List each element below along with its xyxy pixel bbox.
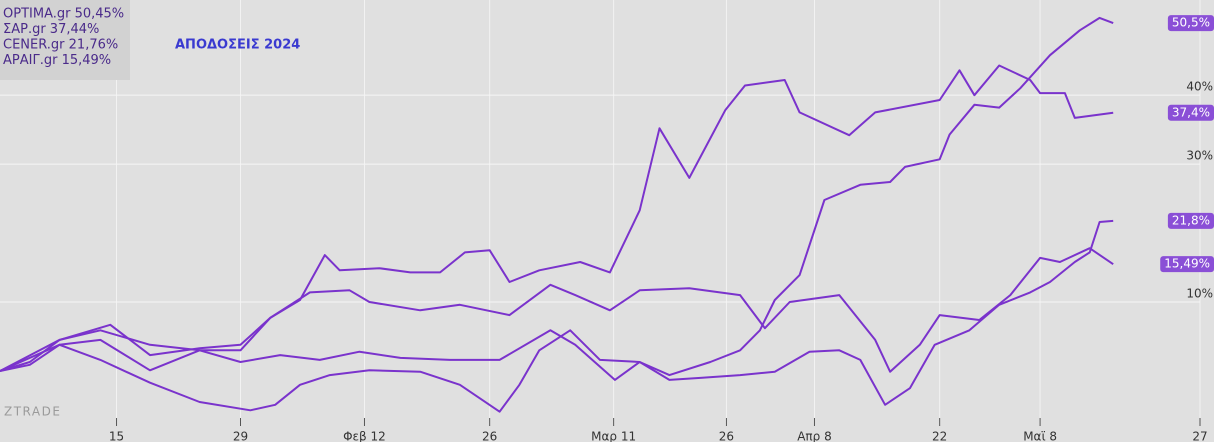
legend-box bbox=[0, 0, 130, 80]
end-label: 50,5% bbox=[1172, 16, 1210, 30]
series-line bbox=[0, 16, 1114, 381]
x-tick-label: 29 bbox=[233, 430, 248, 442]
end-label-box bbox=[1167, 15, 1214, 32]
lines bbox=[0, 16, 1114, 413]
y-tick-label: 10% bbox=[1186, 287, 1213, 301]
series-line bbox=[0, 219, 1114, 413]
end-label-box bbox=[1167, 104, 1214, 121]
legend-entry: CENER.gr 21,76% bbox=[3, 38, 118, 53]
x-tick-label: Μαϊ 8 bbox=[1023, 430, 1057, 442]
x-tick-label: Μαρ 11 bbox=[591, 430, 636, 442]
x-tick-label: 15 bbox=[109, 430, 124, 442]
end-label: 15,49% bbox=[1164, 257, 1210, 271]
series-line bbox=[0, 64, 1114, 372]
end-label: 37,4% bbox=[1172, 105, 1210, 119]
legend-entry: OPTIMA.gr 50,45% bbox=[3, 7, 124, 22]
chart-title: ΑΠΟΔΟΣΕΙΣ 2024 bbox=[175, 38, 300, 53]
x-tick-label: 26 bbox=[482, 430, 497, 442]
x-tick-label: Απρ 8 bbox=[797, 430, 832, 442]
x-tick-label: 22 bbox=[932, 430, 947, 442]
end-label-box bbox=[1167, 212, 1214, 229]
y-tick-label: 30% bbox=[1186, 149, 1213, 163]
end-label-box bbox=[1160, 256, 1214, 273]
legend-entry: ΑΡΑΙΓ.gr 15,49% bbox=[3, 53, 111, 68]
labels: 15 29 Φεβ 12 26 Μαρ 11 26 Απρ 8 22 Μαϊ 8 27 10% 30%… bbox=[109, 15, 1214, 442]
x-tick-label: Φεβ 12 bbox=[343, 430, 386, 442]
end-label: 21,8% bbox=[1172, 213, 1210, 227]
x-tick-label: 27 bbox=[1192, 430, 1207, 442]
x-tick-label: 26 bbox=[719, 430, 734, 442]
legend: OPTIMA.gr 50,45%ΣΑΡ.gr 37,44%CENER.gr 21… bbox=[3, 7, 124, 69]
grid bbox=[0, 0, 1201, 426]
legend-entry: ΣΑΡ.gr 37,44% bbox=[3, 22, 99, 37]
series-line bbox=[0, 247, 1114, 373]
watermark: ZTRADE bbox=[4, 405, 61, 419]
y-tick-label: 40% bbox=[1186, 80, 1213, 94]
